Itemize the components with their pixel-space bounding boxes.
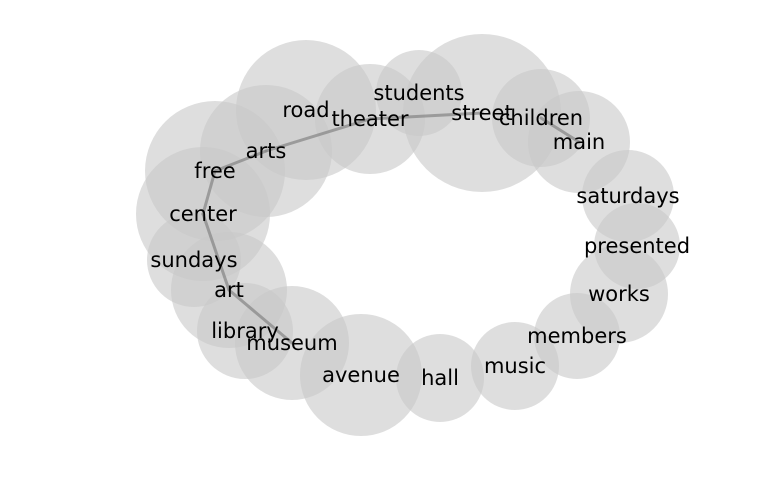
label-works: works: [588, 282, 650, 306]
link-theater-arts: [264, 117, 372, 153]
label-hall: hall: [421, 366, 459, 390]
label-main: main: [553, 130, 605, 154]
bubble-music: [471, 322, 559, 410]
link-street-theater: [368, 111, 484, 121]
label-museum: museum: [246, 331, 337, 355]
link-layer: [201, 111, 581, 345]
label-center: center: [169, 202, 237, 226]
label-students: students: [373, 81, 464, 105]
label-road: road: [282, 98, 329, 122]
link-arts-free: [213, 149, 268, 173]
label-theater: theater: [331, 107, 408, 131]
bubble-hall: [396, 334, 484, 422]
label-arts: arts: [246, 139, 287, 163]
label-children: children: [499, 106, 583, 130]
link-art-museum: [227, 288, 294, 345]
label-presented: presented: [584, 234, 690, 258]
label-street: street: [451, 101, 512, 125]
label-saturdays: saturdays: [576, 184, 679, 208]
link-free-center: [201, 169, 217, 216]
label-library: library: [211, 319, 279, 343]
label-members: members: [527, 324, 627, 348]
bubble-avenue: [300, 314, 422, 436]
label-sundays: sundays: [150, 248, 237, 272]
link-center-art: [201, 212, 231, 292]
link-children-main: [539, 116, 581, 144]
label-music: music: [484, 354, 546, 378]
label-avenue: avenue: [322, 363, 400, 387]
label-free: free: [194, 159, 235, 183]
label-art: art: [214, 278, 244, 302]
